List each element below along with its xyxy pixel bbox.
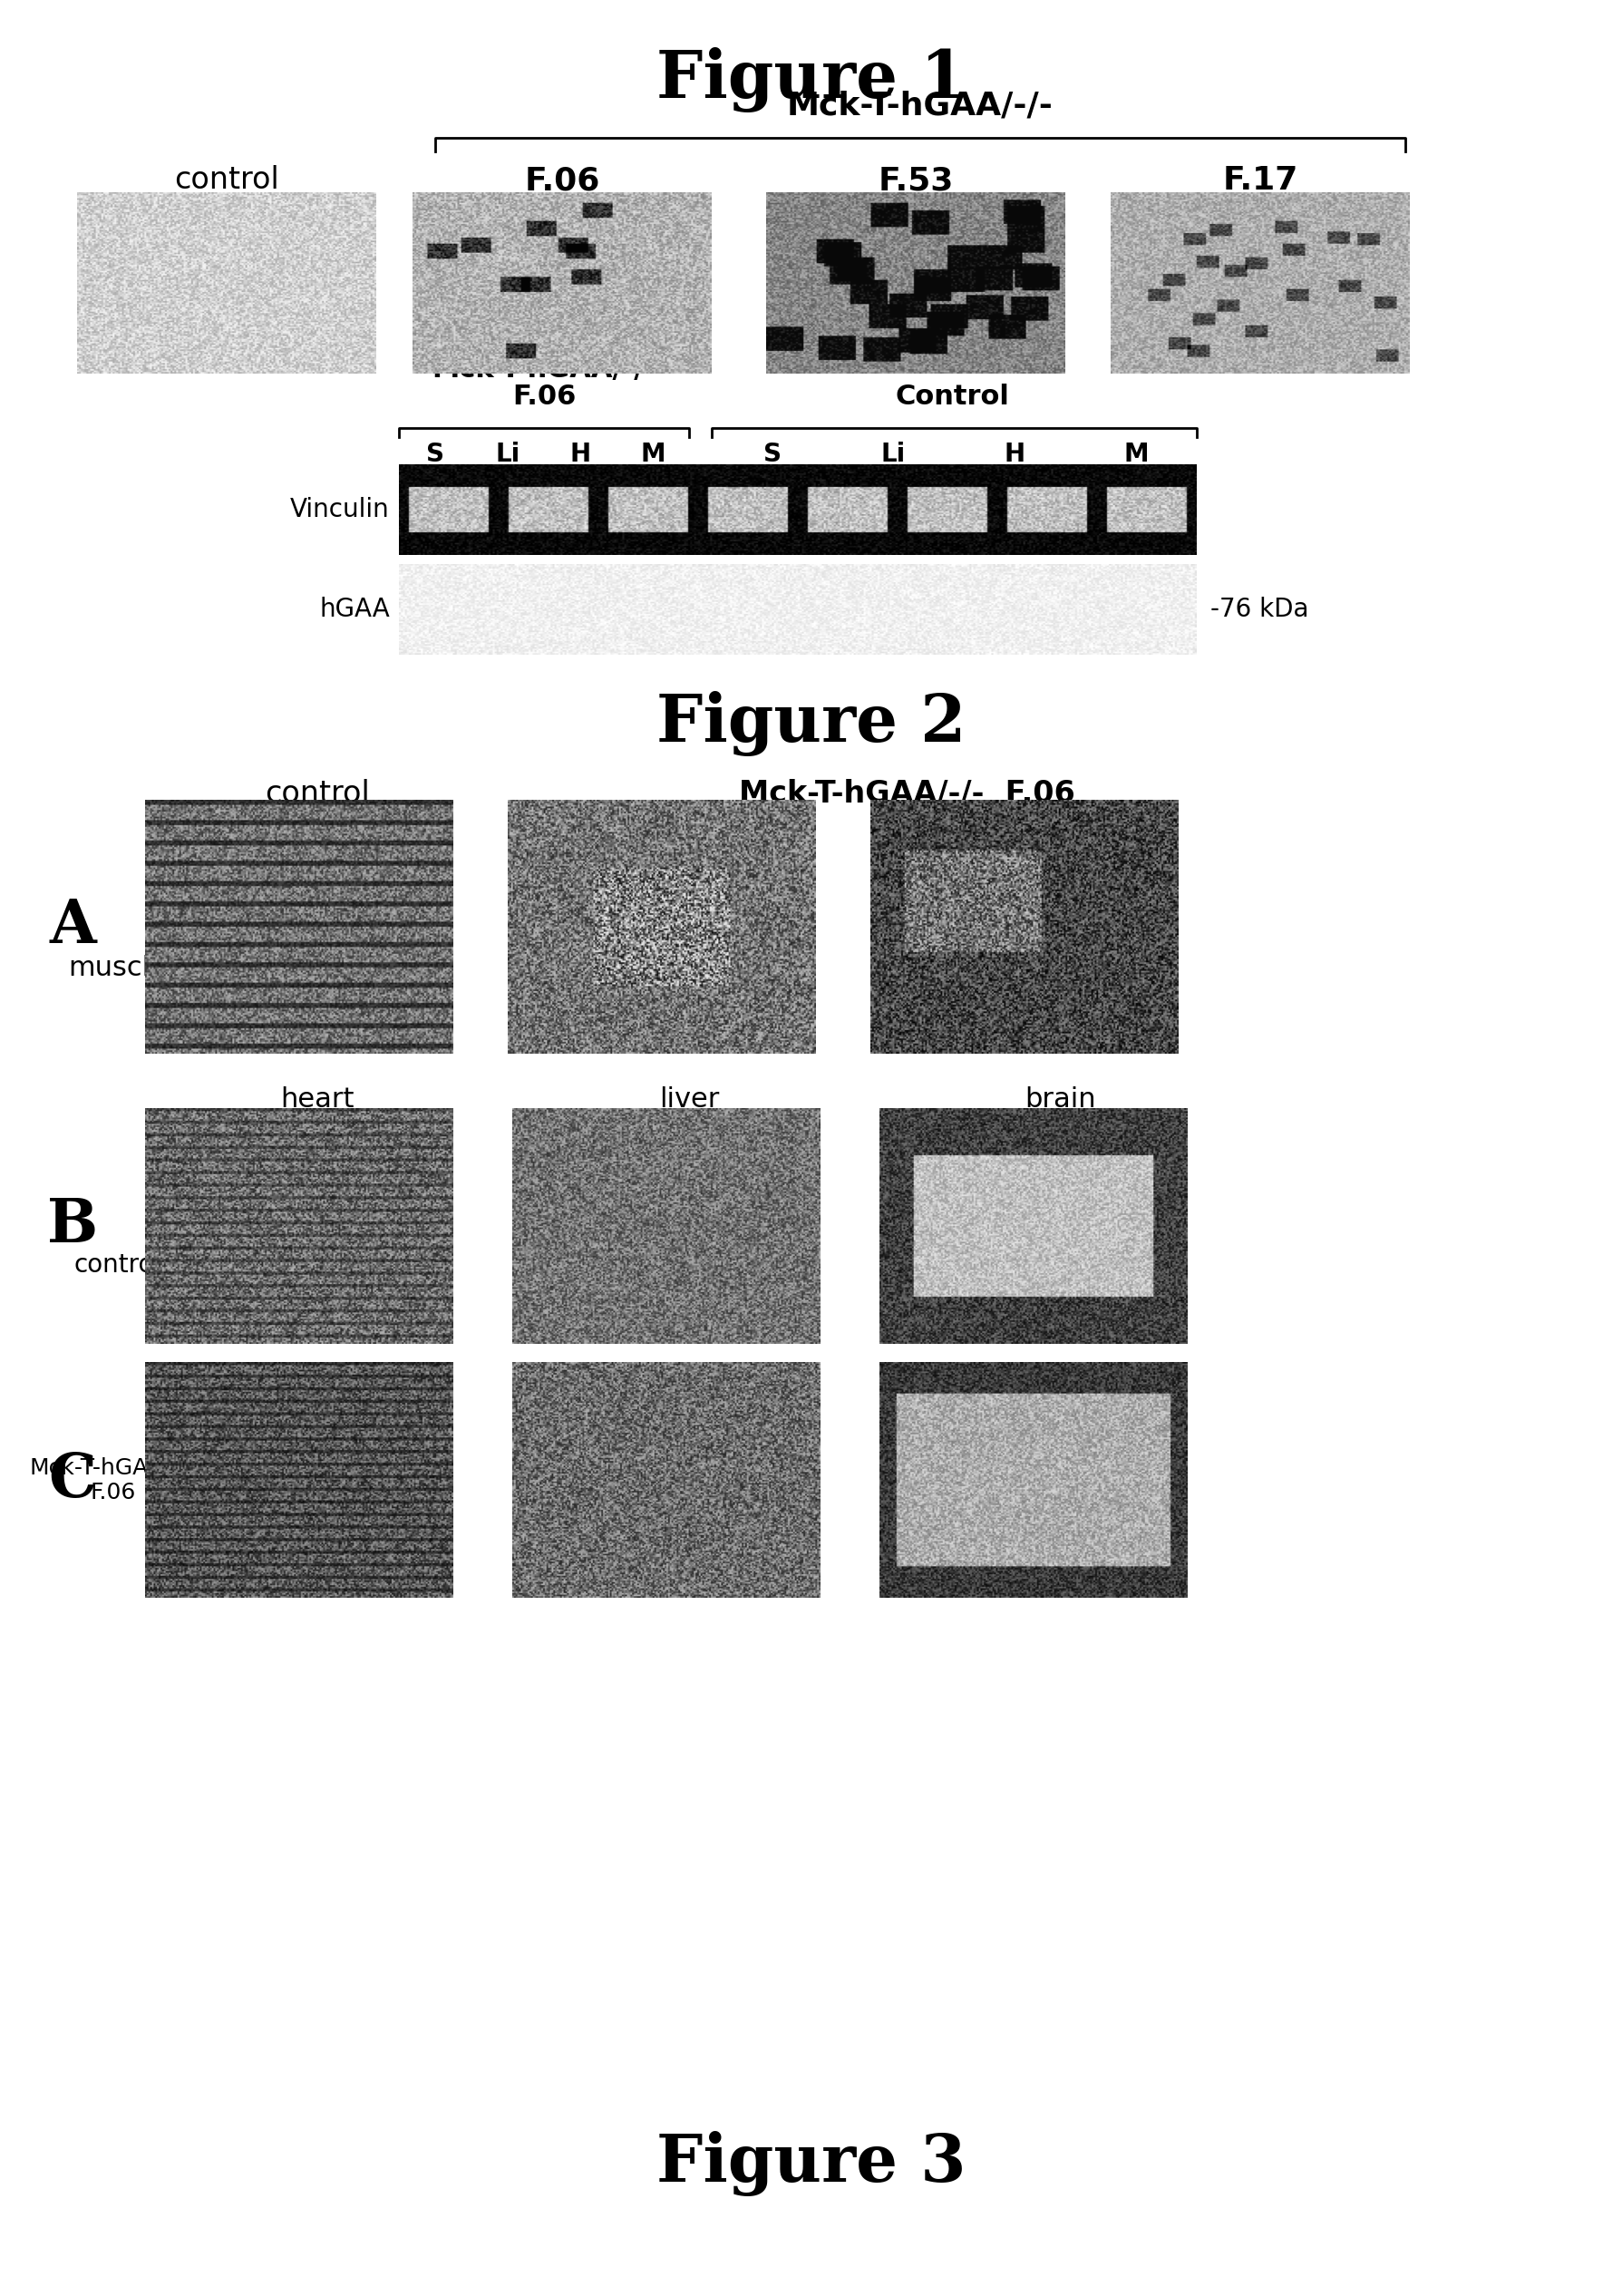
Text: Figure 3: Figure 3: [657, 2131, 965, 2197]
Text: Li: Li: [881, 441, 905, 466]
Text: muscle: muscle: [68, 955, 167, 983]
Text: F.53: F.53: [878, 165, 954, 195]
Text: brain: brain: [1025, 1086, 1096, 1114]
Text: S: S: [762, 441, 780, 466]
Text: Mck-T-hGAA/-/-: Mck-T-hGAA/-/-: [787, 90, 1053, 122]
Text: B: B: [47, 1196, 97, 1256]
Text: Figure 1: Figure 1: [657, 48, 965, 113]
Text: F.06: F.06: [513, 383, 576, 411]
Text: Mck-T-hGAA/-/-: Mck-T-hGAA/-/-: [431, 356, 655, 383]
Text: H: H: [569, 441, 590, 466]
Text: heart: heart: [281, 1086, 354, 1114]
Text: Control: Control: [894, 383, 1009, 411]
Text: Mck-T-hGAA/-/-
F.06: Mck-T-hGAA/-/- F.06: [29, 1456, 196, 1504]
Text: Vinculin: Vinculin: [290, 496, 389, 521]
Text: F.06: F.06: [524, 165, 600, 195]
Text: H: H: [1004, 441, 1025, 466]
Text: control: control: [174, 165, 279, 195]
Text: M: M: [641, 441, 665, 466]
Text: control: control: [75, 1251, 161, 1277]
Text: M: M: [1122, 441, 1148, 466]
Text: hGAA: hGAA: [320, 597, 389, 622]
Text: control: control: [264, 778, 370, 808]
Text: -76 kDa: -76 kDa: [1210, 597, 1307, 622]
Text: Mck-T-hGAA/-/-  F.06: Mck-T-hGAA/-/- F.06: [738, 778, 1074, 808]
Text: Li: Li: [495, 441, 519, 466]
Text: liver: liver: [659, 1086, 719, 1114]
Text: Figure 2: Figure 2: [657, 691, 965, 755]
Text: A: A: [49, 898, 96, 955]
Text: C: C: [49, 1451, 96, 1508]
Text: S: S: [427, 441, 444, 466]
Text: F.17: F.17: [1221, 165, 1298, 195]
